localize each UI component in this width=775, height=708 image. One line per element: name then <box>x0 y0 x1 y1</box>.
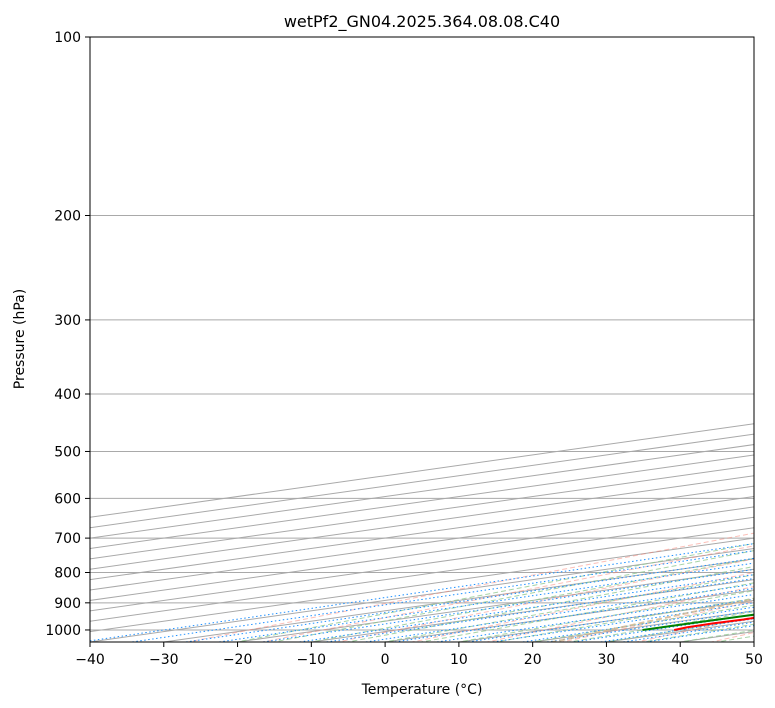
y-tick-label: 800 <box>54 566 81 582</box>
x-tick-label: −10 <box>297 652 327 668</box>
x-tick-label: −30 <box>149 652 179 668</box>
moist-adiabat <box>270 550 754 642</box>
moist-adiabat <box>233 542 754 642</box>
dry-adiabat <box>409 572 754 642</box>
plot-frame <box>89 36 755 643</box>
isobar-grid <box>90 37 754 631</box>
mixing-ratio-line <box>295 574 754 642</box>
x-axis: −40 −30 −20 −10 0 10 20 30 40 50 <box>75 642 763 668</box>
moist-adiabat <box>381 574 754 642</box>
isotherm-grid <box>90 423 754 642</box>
moist-adiabat <box>418 582 754 642</box>
moist-adiabats <box>233 542 754 642</box>
isotherm-line <box>90 454 754 549</box>
moist-adiabat <box>344 565 754 642</box>
plot-area: 0.10.20.40.611.52346810131620253036-100-… <box>90 37 754 642</box>
x-tick-label: 10 <box>450 652 468 668</box>
isotherm-line <box>90 475 754 570</box>
x-tick-label: 20 <box>524 652 542 668</box>
isotherm-line <box>90 485 754 581</box>
moist-adiabat <box>307 557 754 642</box>
isotherm-line <box>90 496 754 591</box>
isotherm-line <box>90 506 754 601</box>
isotherm-line <box>90 527 754 622</box>
y-tick-label: 400 <box>54 387 81 403</box>
mixing-ratio-line <box>322 578 754 642</box>
y-tick-label: 100 <box>54 30 81 46</box>
x-tick-label: −20 <box>223 652 253 668</box>
isotherm-line <box>90 464 754 560</box>
mixing-ratio-line <box>215 562 754 642</box>
dry-adiabat <box>259 545 754 642</box>
x-tick-label: 0 <box>381 652 390 668</box>
lcl-curve <box>550 597 754 642</box>
y-tick-label: 500 <box>54 445 81 461</box>
y-axis-label: Pressure (hPa) <box>12 289 28 389</box>
x-tick-label: −40 <box>75 652 105 668</box>
x-axis-label: Temperature (°C) <box>361 682 483 698</box>
isotherm-line <box>90 516 754 612</box>
dry-adiabat <box>185 532 754 642</box>
x-tick-label: 40 <box>671 652 689 668</box>
y-tick-label: 300 <box>54 313 81 329</box>
chart-title: wetPf2_GN04.2025.364.08.08.C40 <box>284 12 560 32</box>
moist-adiabat <box>491 597 754 642</box>
y-tick-label: 200 <box>54 209 81 225</box>
lcl-line <box>550 597 754 642</box>
isotherm-line <box>90 537 754 633</box>
x-tick-label: 30 <box>597 652 615 668</box>
y-axis: 100 200 300 400 500 600 700 800 900 1000 <box>45 30 90 639</box>
y-tick-label: 600 <box>54 491 81 507</box>
y-tick-label: 1000 <box>45 623 81 639</box>
mixing-ratio-line <box>259 568 754 642</box>
x-tick-label: 50 <box>745 652 763 668</box>
dry-adiabats <box>185 532 754 642</box>
y-tick-label: 900 <box>54 596 81 612</box>
y-tick-label: 700 <box>54 531 81 547</box>
mixing-ratio-line <box>182 557 754 642</box>
